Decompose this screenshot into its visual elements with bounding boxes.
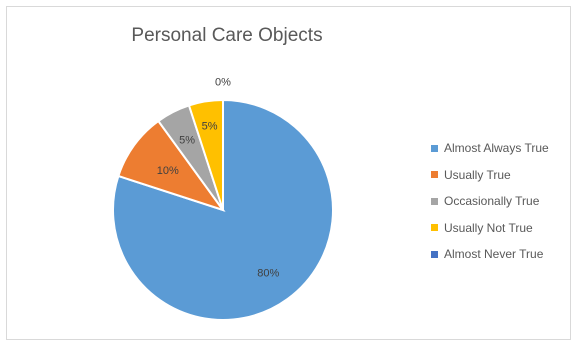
legend-label: Occasionally True	[444, 194, 540, 209]
legend-swatch	[431, 250, 438, 258]
chart-title: Personal Care Objects	[131, 25, 323, 46]
pie-chart: 80% 10% 5% 5% 0%	[112, 76, 334, 321]
legend-item-occasionally-true: Occasionally True	[431, 188, 549, 215]
legend-item-usually-true: Usually True	[431, 162, 549, 189]
legend-swatch	[431, 224, 438, 232]
data-label-usually-not-true: 5%	[202, 120, 218, 132]
data-label-usually-true: 10%	[157, 165, 179, 177]
data-label-occasionally-true: 5%	[179, 134, 195, 146]
chart-area: Personal Care Objects 80% 10% 5% 5% 0% Almos…	[6, 6, 571, 340]
legend-label: Almost Never True	[444, 247, 544, 262]
legend-item-almost-always-true: Almost Always True	[431, 135, 549, 162]
legend-item-usually-not-true: Usually Not True	[431, 215, 549, 242]
pie-slice-usually-not-true	[187, 98, 224, 211]
legend-swatch	[431, 171, 438, 179]
legend-swatch	[431, 197, 438, 205]
data-label-almost-never-true: 0%	[215, 76, 231, 88]
legend-item-almost-never-true: Almost Never True	[431, 241, 549, 268]
legend: Almost Always True Usually True Occasion…	[431, 135, 549, 268]
legend-label: Usually True	[444, 167, 511, 182]
legend-swatch	[431, 144, 438, 152]
data-label-almost-always-true: 80%	[257, 267, 279, 279]
legend-label: Almost Always True	[444, 141, 549, 156]
legend-label: Usually Not True	[444, 220, 533, 235]
